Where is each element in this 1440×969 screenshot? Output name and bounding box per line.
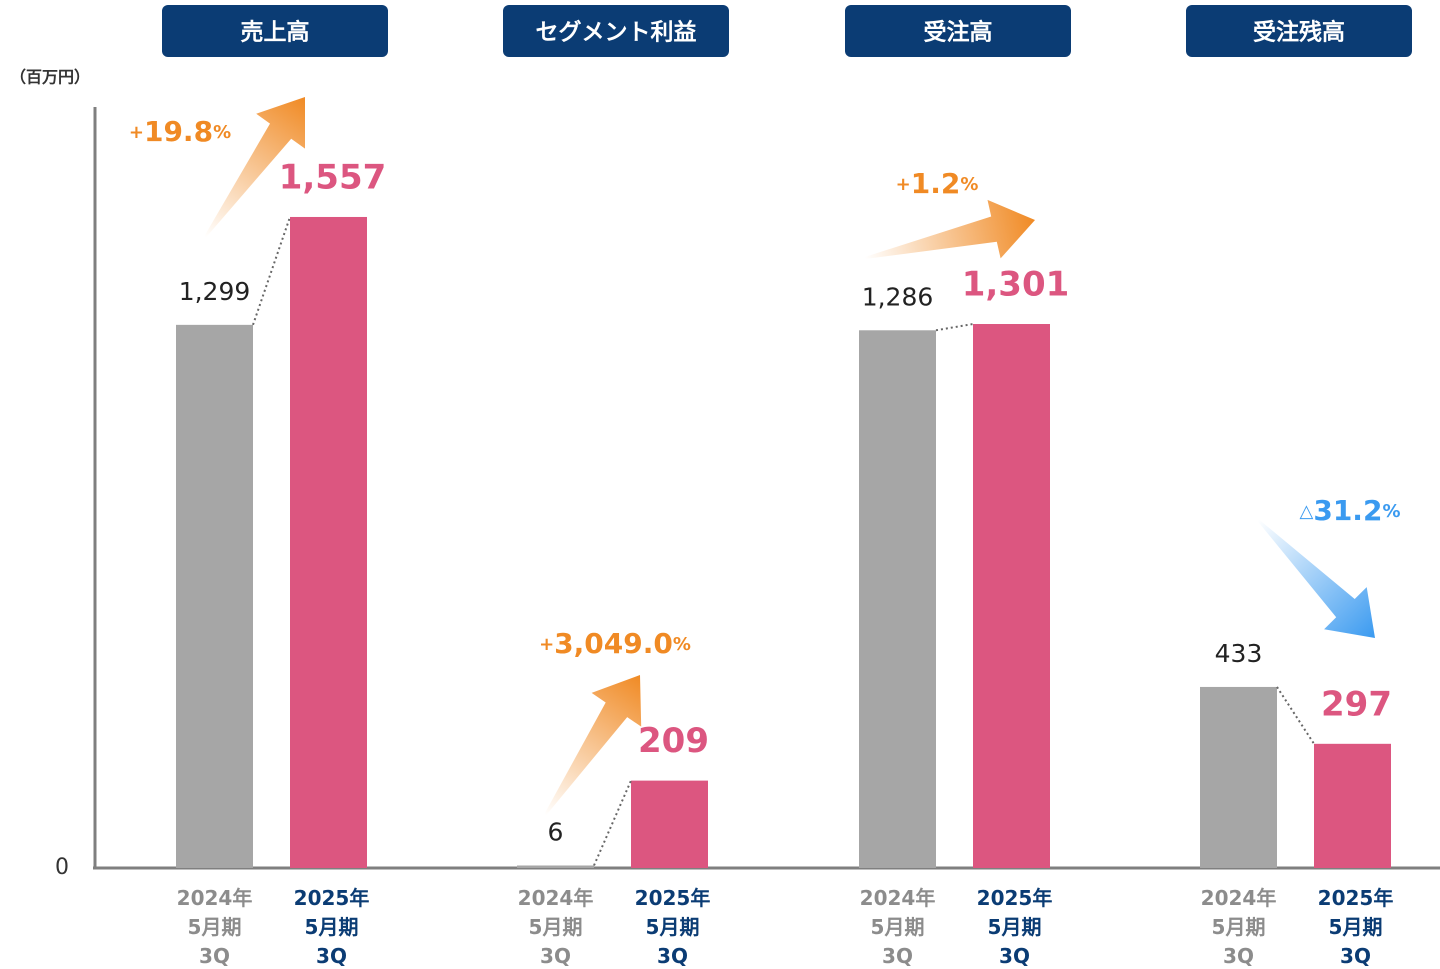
bar (176, 324, 253, 869)
value-label: 1,557 (279, 157, 387, 197)
bar (290, 216, 367, 868)
y-tick-label: 0 (55, 855, 69, 880)
header-box (503, 5, 729, 57)
bar (1314, 743, 1391, 868)
header-box (845, 5, 1071, 57)
arrow (864, 199, 1035, 259)
value-label: 1,286 (862, 282, 934, 311)
x-tick-label: 2025年 5月期 3Q (634, 886, 711, 968)
bar (1200, 686, 1277, 868)
header-box (1186, 5, 1412, 57)
change-label: +1.2% (896, 167, 979, 200)
y-axis-label: （百万円） (10, 68, 90, 87)
header-label: 受注高 (924, 19, 993, 46)
value-label: 209 (638, 721, 709, 761)
x-tick-label: 2024年 5月期 3Q (859, 886, 936, 968)
bar (859, 330, 936, 868)
bar (517, 865, 594, 868)
change-label: △31.2% (1300, 494, 1401, 527)
connector (593, 780, 632, 866)
change-label: +19.8% (129, 115, 231, 148)
x-tick-label: 2025年 5月期 3Q (1317, 886, 1394, 968)
value-label: 6 (548, 817, 564, 846)
bar (631, 780, 708, 868)
x-tick-label: 2025年 5月期 3Q (976, 886, 1053, 968)
header-label: 受注残高 (1253, 19, 1345, 46)
value-label: 1,301 (962, 265, 1070, 305)
value-label: 297 (1321, 684, 1392, 724)
arrow (1257, 519, 1375, 638)
value-label: 1,299 (179, 277, 251, 306)
bar (973, 324, 1050, 868)
header-label: 売上高 (241, 19, 310, 46)
change-label: +3,049.0% (539, 627, 691, 660)
arrow (204, 97, 305, 238)
x-tick-label: 2025年 5月期 3Q (293, 886, 370, 968)
connector (1276, 686, 1315, 745)
value-label: 433 (1215, 639, 1263, 668)
connector (935, 323, 974, 332)
x-tick-label: 2024年 5月期 3Q (1200, 886, 1277, 968)
x-tick-label: 2024年 5月期 3Q (176, 886, 253, 968)
x-tick-label: 2024年 5月期 3Q (517, 886, 594, 968)
header-box (162, 5, 388, 57)
connector (252, 216, 291, 326)
header-label: セグメント利益 (536, 19, 697, 46)
arrow (544, 675, 642, 816)
